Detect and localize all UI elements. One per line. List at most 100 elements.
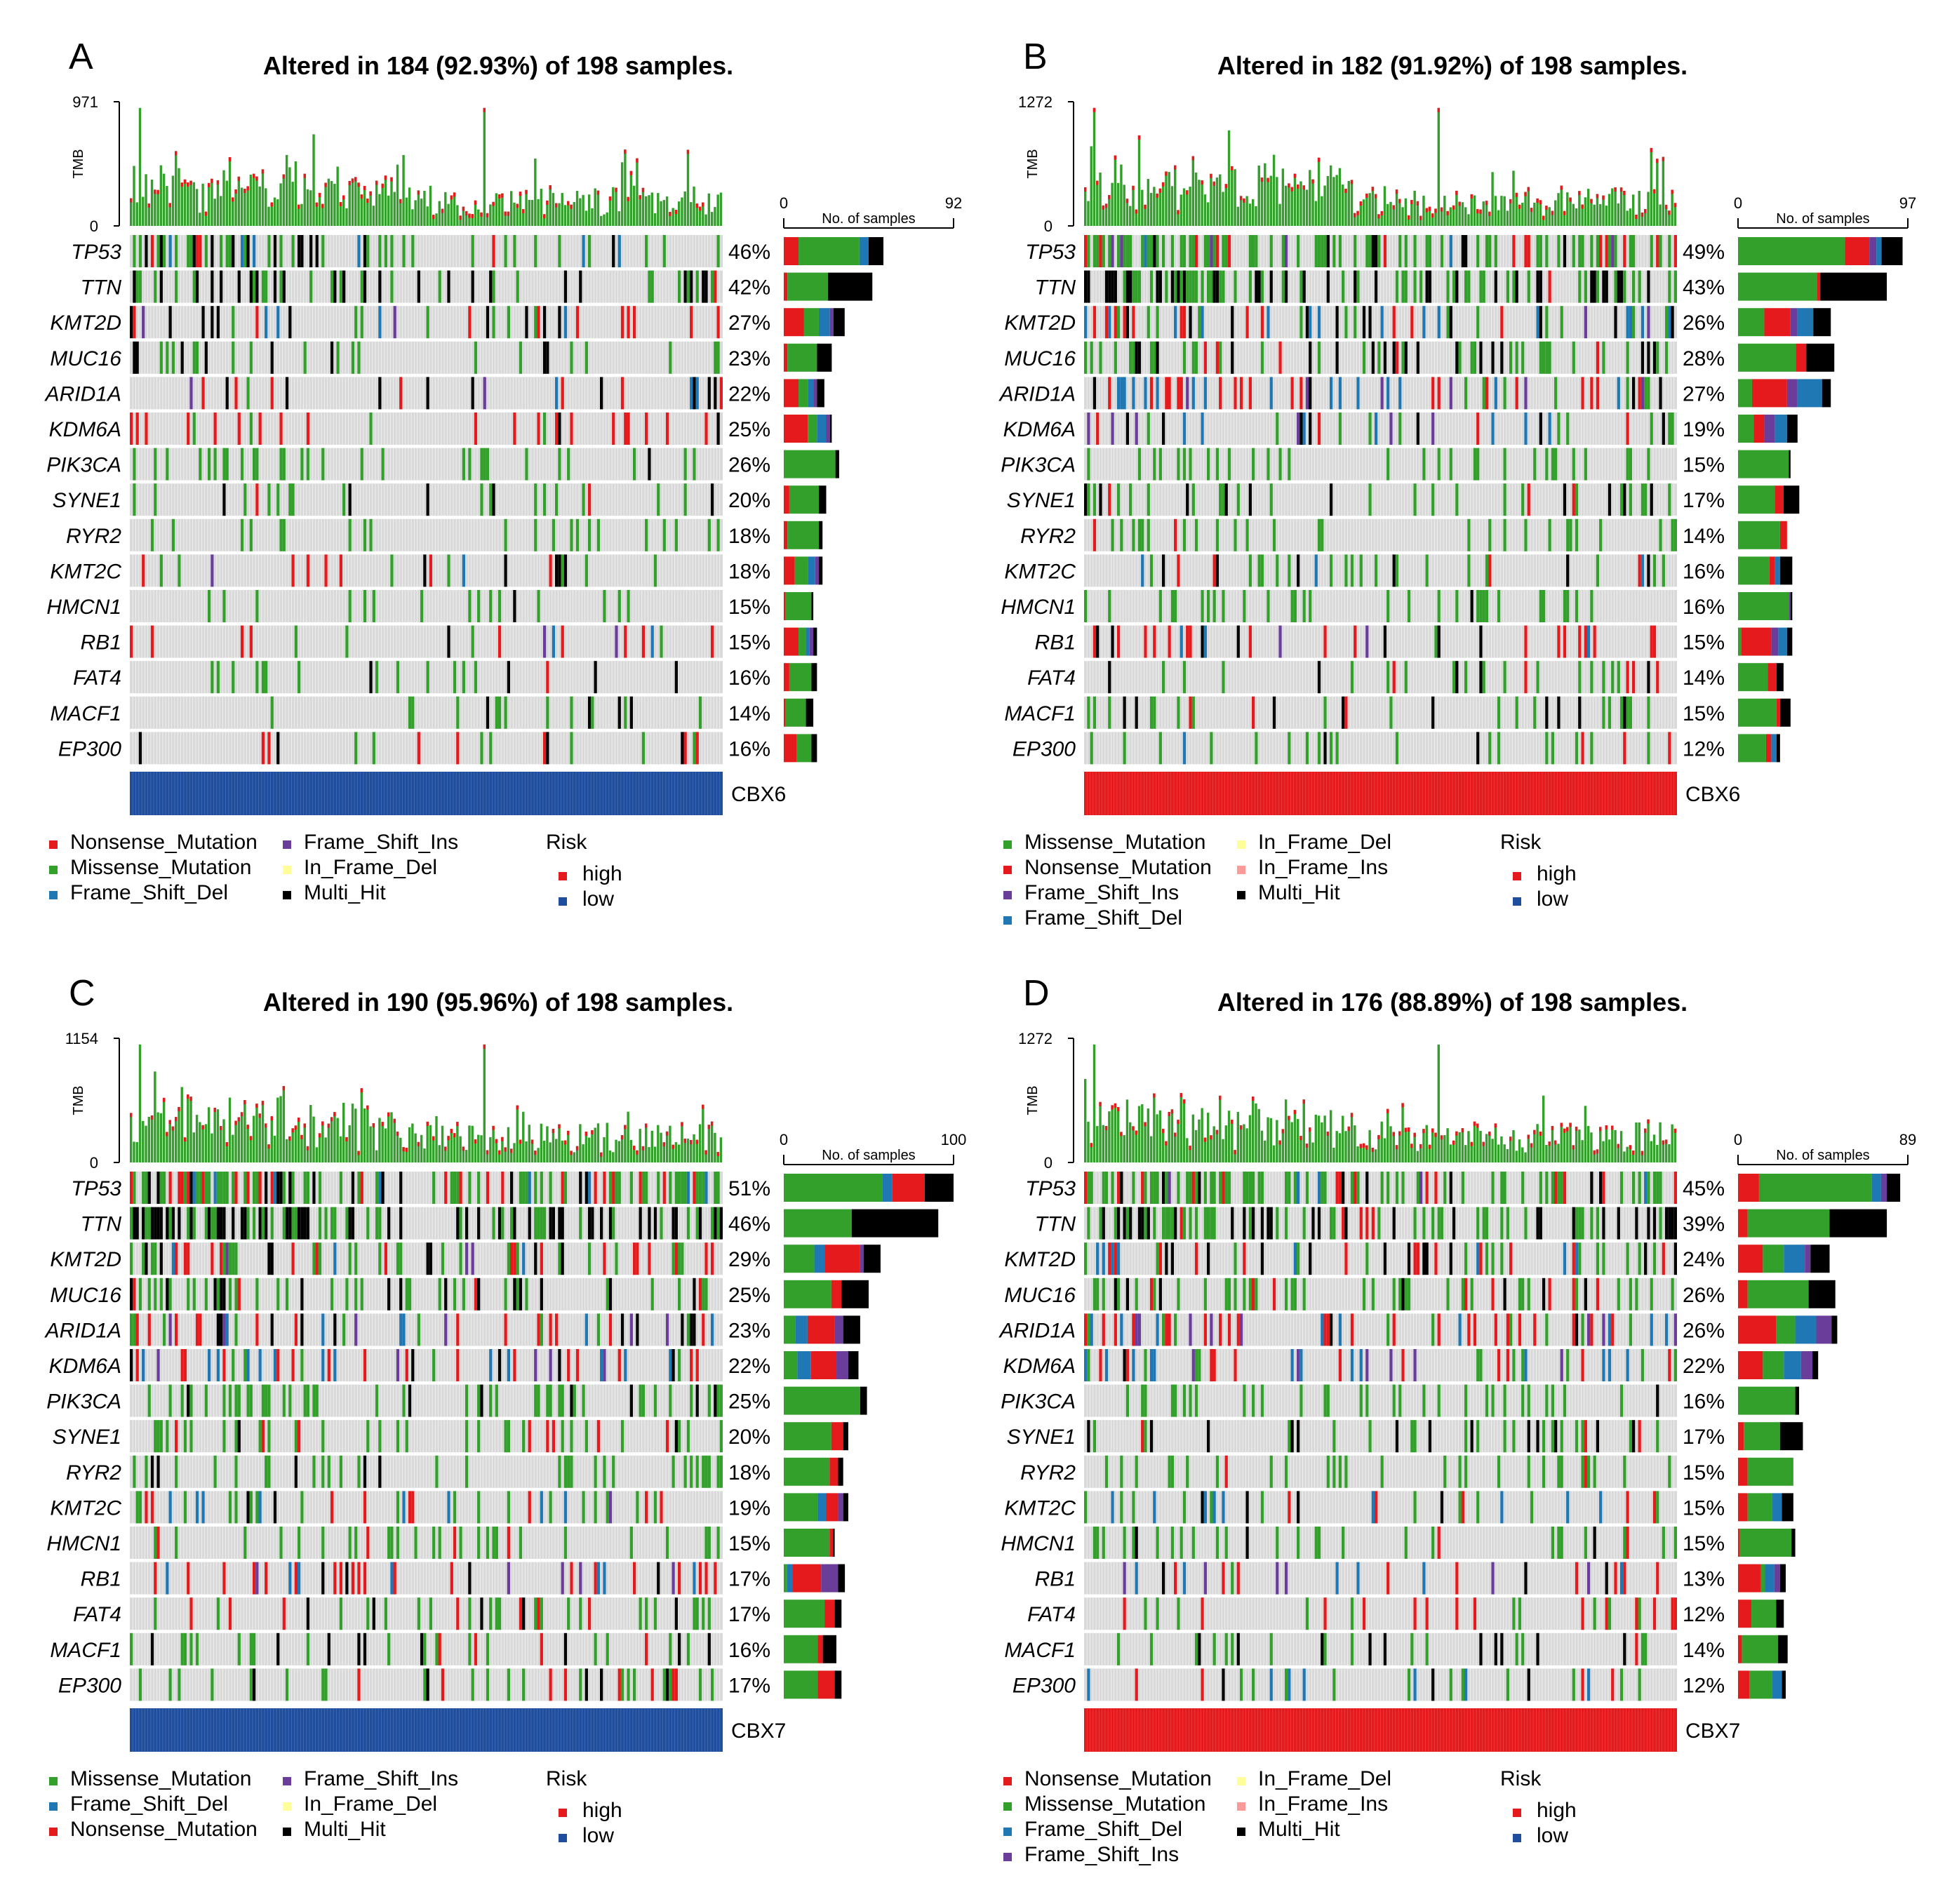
tmb-bar-cap — [339, 202, 342, 207]
mutation-cell — [180, 341, 184, 374]
tmb-bar — [1212, 181, 1215, 226]
mutation-cell — [342, 483, 346, 516]
gene-row: TP53 46% — [71, 235, 884, 267]
tmb-bar — [1234, 169, 1236, 226]
tmb-bar — [156, 189, 159, 226]
mutation-cell — [1144, 235, 1147, 267]
tmb-bar — [1392, 205, 1395, 226]
mutation-cell — [1428, 270, 1432, 303]
tmb-bar — [1596, 194, 1599, 226]
tmb-bar — [279, 183, 282, 226]
mutation-cell — [546, 661, 549, 694]
tmb-bar — [477, 209, 480, 226]
mutation-cell — [417, 732, 420, 765]
risk-low-label: low — [582, 887, 614, 911]
mutation-cell — [495, 696, 498, 729]
mutation-cell — [232, 235, 235, 267]
tmb-bar — [1419, 215, 1422, 226]
bar-axis-label: No. of samples — [822, 211, 915, 227]
mutation-cell — [537, 306, 540, 339]
tmb-bar-cap — [1243, 198, 1245, 203]
tmb-bar — [1248, 203, 1252, 226]
tmb-bar — [1656, 159, 1659, 226]
tmb-bar — [1533, 202, 1536, 226]
tmb-bar — [1288, 183, 1290, 226]
tmb-bar-cap — [1084, 187, 1087, 192]
mutation-cell — [1494, 270, 1497, 303]
mutation-cell — [222, 590, 226, 622]
mutation-cell — [1332, 235, 1336, 267]
tmb-bar-cap — [357, 182, 360, 187]
stacked-bar-segment — [784, 343, 788, 372]
mutation-cell — [270, 377, 274, 410]
tmb-bar — [192, 182, 196, 226]
tmb-bar — [1332, 177, 1335, 226]
tmb-bar-cap — [1398, 199, 1401, 203]
tmb-bar — [1362, 199, 1365, 226]
mutation-cell — [1269, 235, 1273, 267]
tmb-bar — [1605, 206, 1608, 226]
tmb-bar — [309, 190, 312, 226]
mutation-cell — [159, 554, 163, 587]
tmb-bar-cap — [1096, 180, 1099, 185]
mutation-cell — [1201, 270, 1204, 303]
tmb-bar-cap — [1371, 187, 1375, 192]
tmb-bar-cap — [465, 210, 468, 215]
tmb-bar — [255, 176, 258, 226]
mutation-cell — [178, 554, 181, 587]
mutation-cell — [447, 270, 450, 303]
tmb-bar-cap — [348, 180, 351, 185]
tmb-bar-cap — [315, 202, 319, 207]
mutation-cell — [255, 661, 259, 694]
tmb-bar — [591, 208, 594, 226]
tmb-bar — [1231, 166, 1234, 226]
mutation-cell — [468, 306, 472, 339]
panel-title: Altered in 184 (92.93%) of 198 samples. — [263, 51, 733, 80]
mutation-cell — [339, 554, 343, 587]
mutation-cell — [201, 306, 205, 339]
tmb-bar — [669, 212, 671, 226]
mutation-cell — [156, 235, 160, 267]
tmb-bar — [396, 164, 399, 226]
mutation-cell — [1186, 270, 1189, 303]
mutation-cell — [507, 306, 510, 339]
mutation-cell — [714, 270, 717, 303]
tmb-bar-cap — [1542, 215, 1545, 220]
mutation-cell — [372, 590, 375, 622]
mutation-cell — [267, 483, 271, 516]
tmb-bar-cap — [1650, 147, 1652, 152]
tmb-bar-cap — [522, 209, 525, 214]
gene-row: TTN 43% — [1035, 270, 1887, 303]
mutation-cell — [582, 483, 585, 516]
tmb-bar-cap — [154, 189, 156, 194]
tmb-bar-cap — [175, 151, 178, 156]
tmb-bar-cap — [1407, 215, 1410, 220]
mutation-cell — [1619, 270, 1624, 303]
mutation-cell — [513, 413, 516, 445]
tmb-bar — [1635, 215, 1638, 226]
tmb-bar — [234, 189, 237, 226]
tmb-bar-cap — [147, 203, 151, 208]
mutation-cell — [1374, 235, 1378, 267]
percent-label: 15% — [728, 596, 770, 619]
mutation-cell — [154, 483, 157, 516]
percent-label: 16% — [728, 666, 770, 690]
mutation-cell — [159, 270, 163, 303]
mutation-cell — [1170, 270, 1175, 303]
tmb-bar-cap — [1132, 185, 1135, 190]
tmb-bar-cap — [1267, 177, 1269, 182]
mutation-cell — [587, 518, 592, 551]
mutation-cell — [246, 377, 250, 410]
mutation-cell — [704, 270, 708, 303]
mutation-cell — [695, 270, 699, 303]
mutation-cell — [360, 448, 363, 481]
tmb-bar — [1335, 175, 1338, 226]
risk-legend-title: Risk — [546, 831, 587, 854]
stacked-bar-segment — [817, 343, 832, 372]
tmb-bar-cap — [1440, 207, 1443, 212]
mutation-cell — [492, 270, 495, 303]
mutation-cell — [1156, 270, 1159, 303]
mutation-cell — [624, 413, 627, 445]
percent-label: 18% — [728, 525, 770, 548]
tmb-bar-cap — [525, 189, 528, 194]
